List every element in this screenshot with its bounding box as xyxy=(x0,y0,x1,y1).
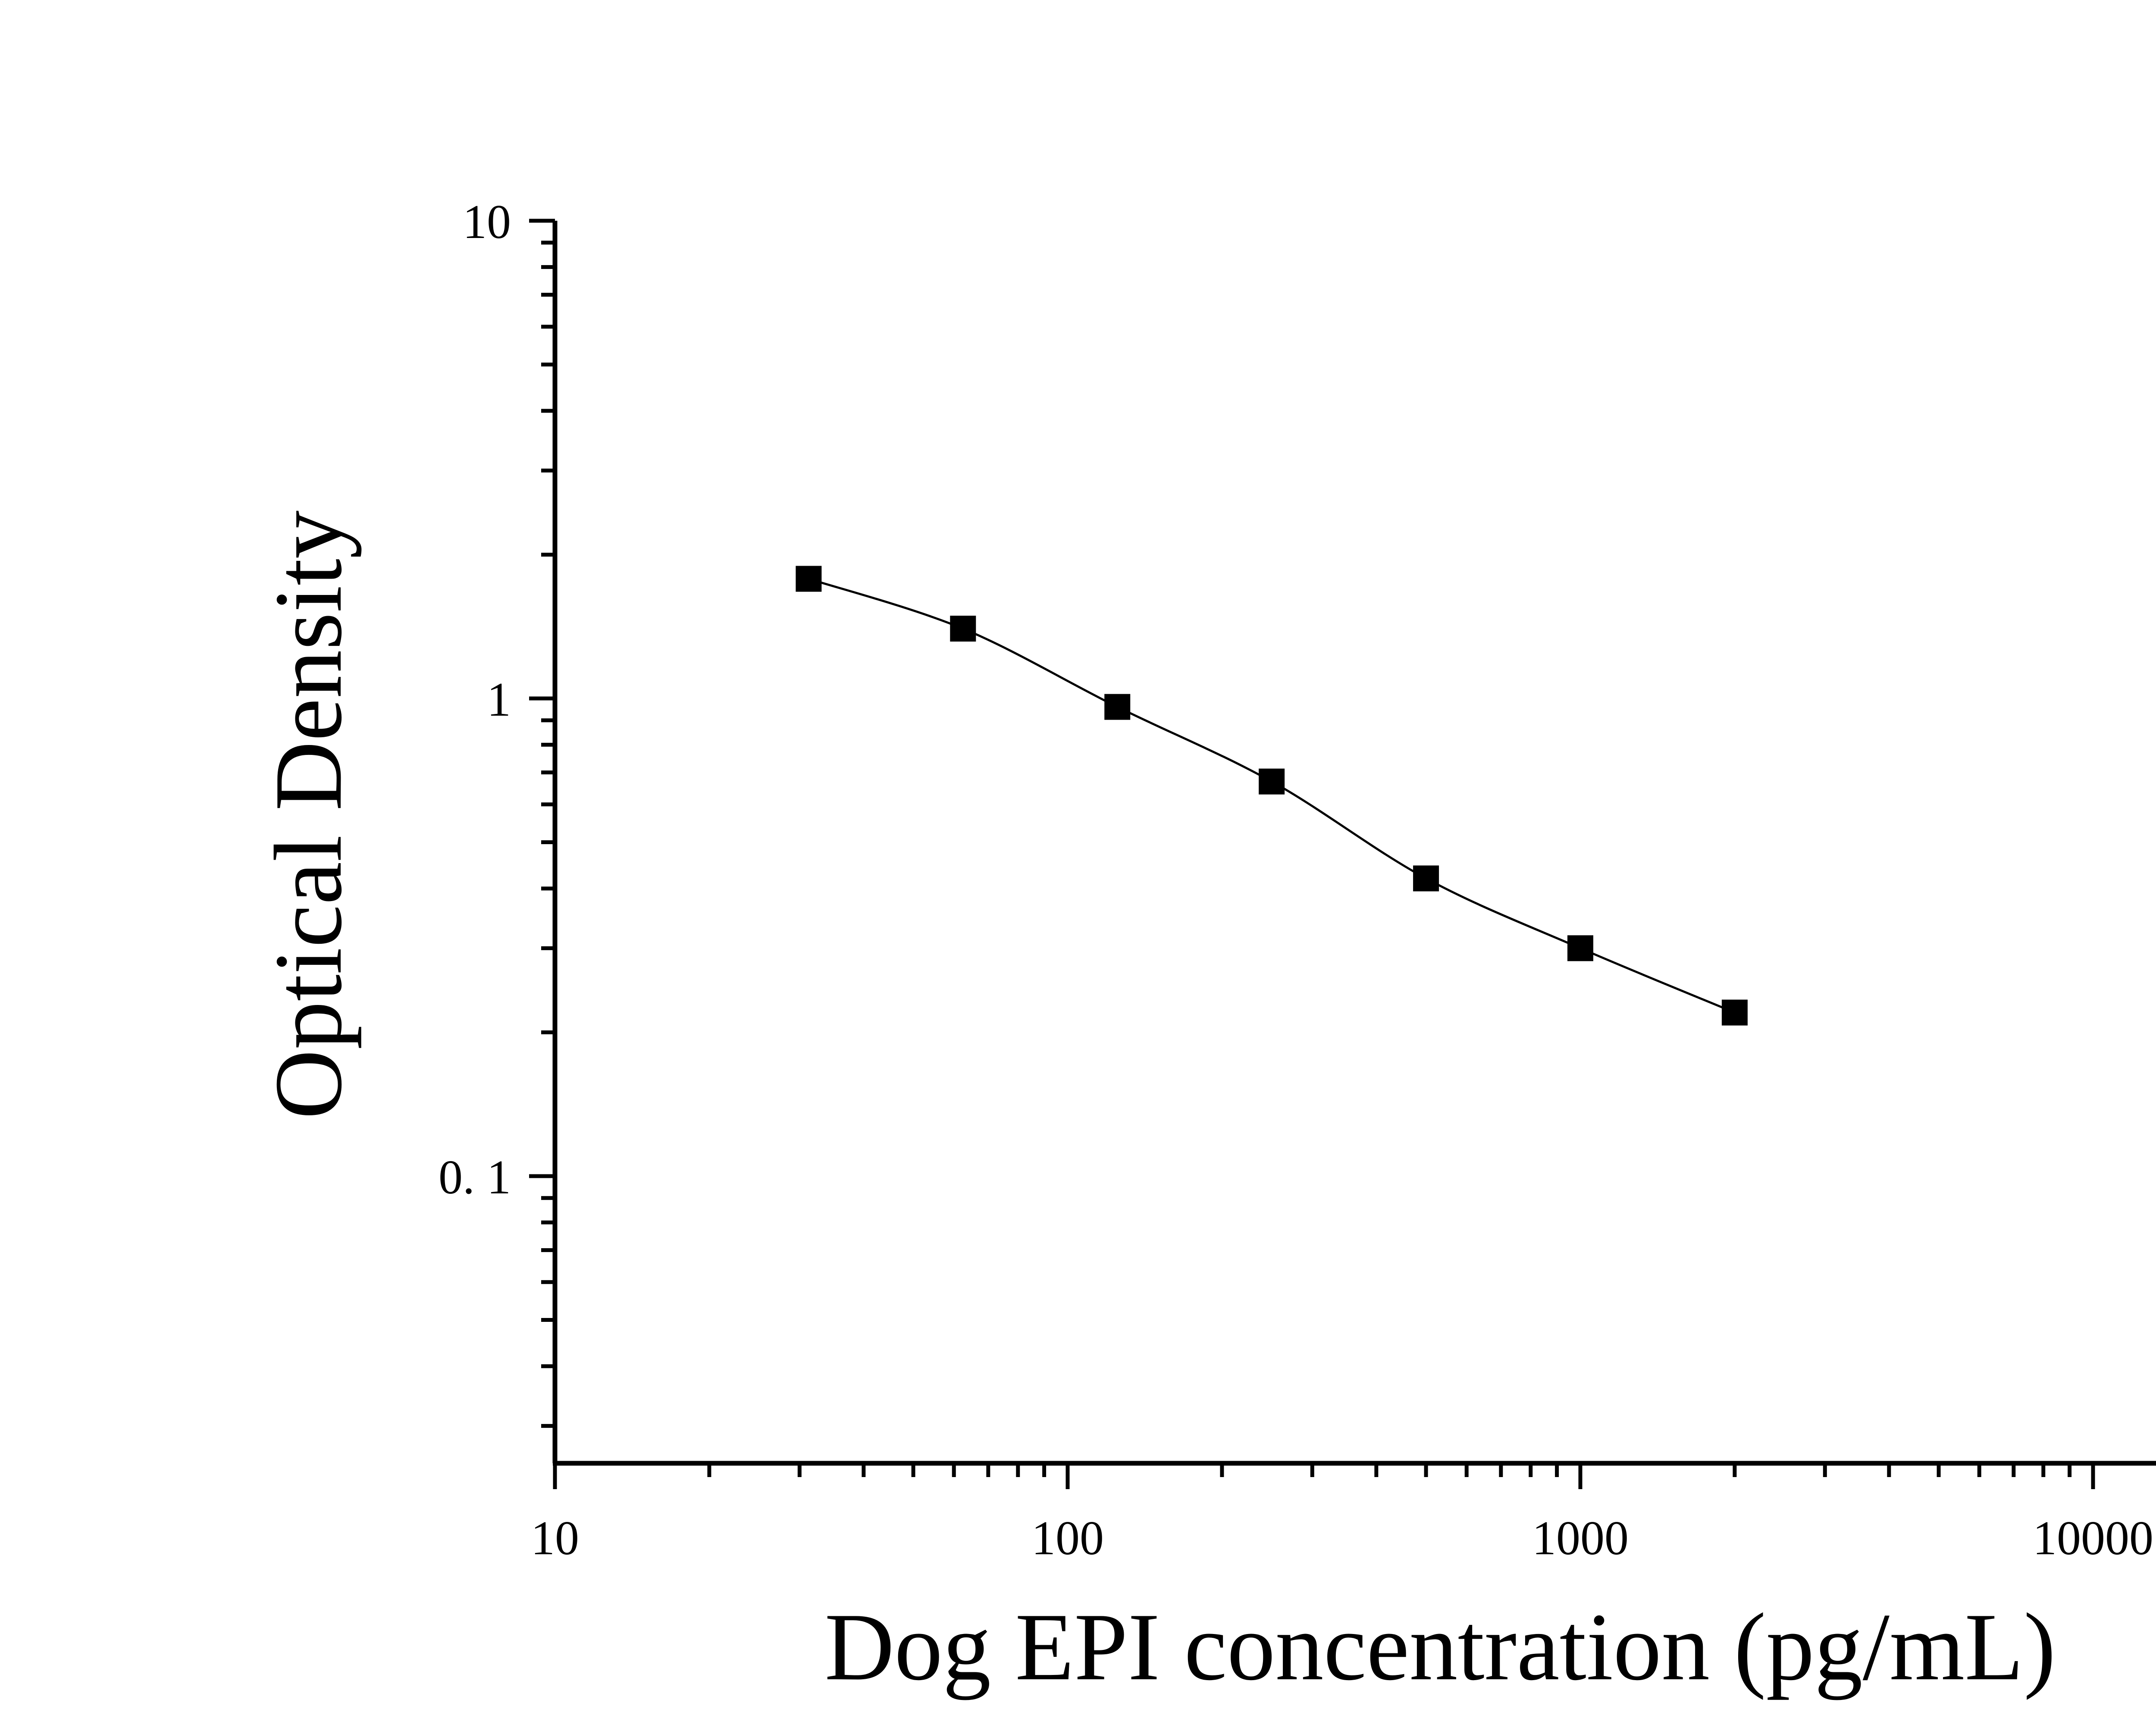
data-point xyxy=(1413,865,1439,892)
data-point xyxy=(1104,694,1131,720)
data-point xyxy=(796,566,822,592)
x-ticks xyxy=(553,1463,2095,1489)
y-tick-labels: 0. 1 1 10 xyxy=(439,195,511,1204)
x-tick-label: 10 xyxy=(531,1512,579,1565)
fit-curve xyxy=(808,578,1735,1014)
x-tick-labels: 10 100 1000 10000 xyxy=(531,1512,2153,1565)
x-tick-label: 1000 xyxy=(1532,1512,1629,1565)
y-axis-title: Optical Density xyxy=(255,510,362,1119)
data-point xyxy=(1721,999,1748,1026)
data-point xyxy=(1567,935,1593,961)
data-points xyxy=(796,566,1748,1026)
x-tick-label: 100 xyxy=(1031,1512,1104,1565)
y-tick-label: 1 xyxy=(487,673,511,726)
y-tick-label: 0. 1 xyxy=(439,1151,511,1204)
x-tick-label: 10000 xyxy=(2033,1512,2153,1565)
data-point xyxy=(950,616,976,642)
axes xyxy=(552,221,2156,1466)
data-point xyxy=(1259,768,1285,795)
y-tick-label: 10 xyxy=(463,195,511,249)
y-ticks xyxy=(529,219,555,1428)
x-axis-title: Dog EPI concentration (pg/mL) xyxy=(824,1593,2056,1700)
